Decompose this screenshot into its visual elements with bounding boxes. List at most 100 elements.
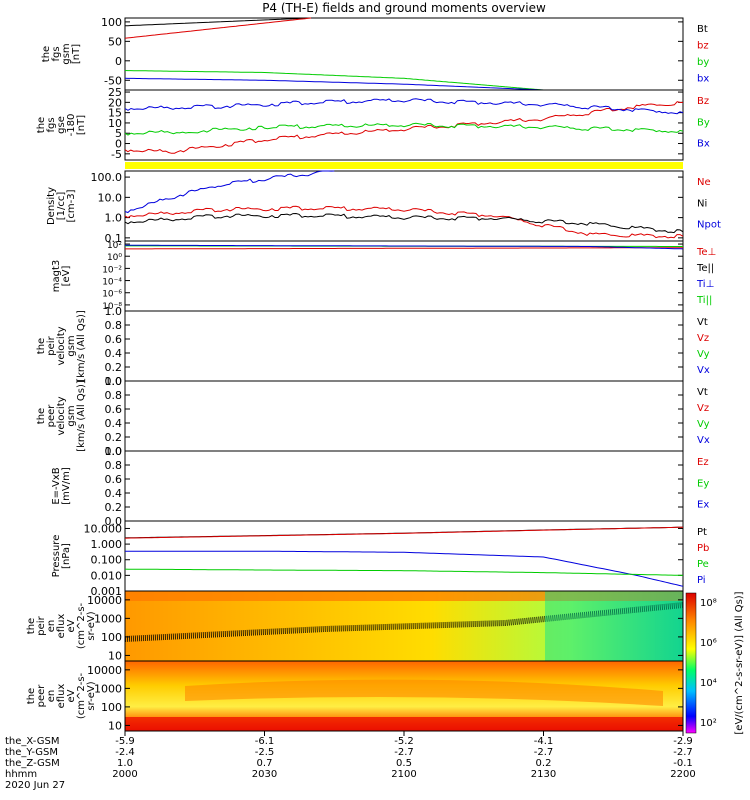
panel-frame — [124, 89, 684, 161]
y-axis-label-line: sr-eV) — [86, 681, 97, 710]
series-pressure-Pi — [125, 550, 684, 587]
y-tick-label: -50 — [104, 74, 122, 87]
y-tick-label: 10⁻⁴ — [102, 278, 122, 288]
y-tick-label: 5 — [115, 127, 122, 140]
y-axis-label: the peir en eflux eV (cm^2-s-sr-eV) — [26, 602, 97, 649]
series-density-Ni — [124, 212, 684, 234]
colorbar-tick: 10⁶ — [700, 638, 717, 649]
peer-spectrogram-bottom-band — [125, 717, 683, 731]
y-tick-label: 100 — [101, 701, 122, 714]
x-axis-row-label: the_Z-GSM — [5, 758, 60, 769]
y-tick-label: 10 — [108, 719, 122, 732]
colorbar-label: [eV/(cm^2-s-sr-eV)] (All Qs)] — [734, 591, 745, 734]
y-tick-label: -5 — [111, 148, 122, 161]
figure-title: P4 (TH-E) fields and ground moments over… — [262, 1, 546, 15]
panel-frame — [124, 520, 684, 592]
colorbar-tick: 10⁴ — [700, 678, 717, 689]
legend-Vt: Vt — [697, 317, 708, 328]
y-tick-label: 0.100 — [91, 554, 123, 567]
y-tick-label: 0.0 — [105, 375, 123, 388]
x-tick-label-z: 0.2 — [536, 758, 552, 769]
series-temp-Te⊥ — [125, 247, 683, 250]
y-axis-label-line: the — [26, 618, 37, 634]
y-tick-label: 1.0 — [105, 375, 123, 388]
series-density-Npot — [124, 170, 335, 214]
legend-Vx: Vx — [697, 365, 710, 376]
y-axis-label-line: sr-eV) — [86, 611, 97, 640]
y-axis-label-line: velocity — [56, 396, 67, 435]
peir-spectrogram-late-region — [545, 591, 683, 661]
legend-bz: bz — [697, 41, 709, 52]
y-axis-label-line: [km/s (All Qs)] — [76, 310, 87, 382]
y-tick-label: 10 — [108, 649, 122, 662]
y-axis-label-line: E=-VxB — [51, 467, 62, 504]
x-tick-label-y: -2.4 — [115, 747, 135, 758]
y-tick-label: 10 — [108, 117, 122, 130]
y-axis-label-line: [nT] — [71, 44, 82, 64]
y-tick-label: 50 — [108, 35, 122, 48]
y-axis-label-line: peer — [46, 404, 57, 428]
x-tick-label-hhmm: 2100 — [391, 769, 416, 780]
colorbar-tick: 10⁸ — [700, 598, 717, 609]
legend-bx: bx — [697, 74, 709, 85]
legend-Te||: Te|| — [696, 263, 714, 274]
legend-Pb: Pb — [697, 543, 709, 554]
peir-spectrogram-noise — [124, 602, 684, 642]
legend-Vx: Vx — [697, 435, 710, 446]
series-pressure-Pe — [124, 568, 684, 576]
y-axis-label-line: magt3 — [51, 260, 62, 293]
y-axis-label-line: gsm — [66, 335, 77, 356]
y-axis-label-line: the — [41, 46, 52, 62]
x-tick-label-hhmm: 2130 — [531, 769, 556, 780]
panel-peer_spec: 10000 1000 100 10 the peer en eflux eV (cm^2-s-sr… — [26, 660, 684, 732]
y-axis-label: the peer en eflux eV (cm^2-s-sr-eV) — [26, 672, 97, 719]
y-axis-label-line: the — [26, 688, 37, 704]
y-tick-label: 20 — [108, 96, 122, 109]
y-tick-label: 0.4 — [105, 347, 123, 360]
y-axis-label-line: [eV] — [61, 266, 72, 287]
legend-Bt: Bt — [697, 24, 708, 35]
legend-Te⊥: Te⊥ — [696, 247, 716, 258]
panel-frame — [124, 450, 684, 522]
legend-Ne: Ne — [697, 177, 711, 188]
y-axis-label-line: eV — [66, 619, 77, 632]
series-pressure-Pb — [124, 526, 684, 539]
series-density-Ne — [124, 205, 684, 239]
x-tick-label-x: -4.1 — [534, 736, 554, 747]
y-axis-label-line: [mV/m] — [61, 467, 72, 505]
series-fgm-Bz — [124, 101, 684, 154]
y-axis-label-line: peir — [46, 335, 57, 355]
series-fgs-by — [124, 70, 683, 91]
y-tick-label: 0.001 — [91, 585, 123, 598]
y-tick-label: 0.2 — [105, 501, 123, 514]
legend-Ti||: Ti|| — [696, 295, 712, 306]
legend-Ex: Ex — [697, 500, 709, 511]
series-fgm-By — [124, 122, 684, 136]
y-axis-label: Pressure [nPa] — [51, 535, 72, 578]
legend-Ey: Ey — [697, 478, 709, 489]
y-tick-label: 100 — [101, 631, 122, 644]
legend-Bx: Bx — [697, 139, 710, 150]
y-tick-label: 1.0 — [105, 305, 123, 318]
y-tick-label: 10⁻² — [102, 265, 122, 275]
y-axis-label-line: eflux — [56, 614, 67, 639]
y-tick-label: 10000 — [87, 664, 122, 677]
legend-Vz: Vz — [697, 403, 709, 414]
y-tick-label: 1.000 — [91, 538, 123, 551]
legend-Vt: Vt — [697, 387, 708, 398]
y-axis-label-line: (cm^2-s- — [76, 672, 87, 719]
y-axis-label-line: [1/cc] — [56, 192, 67, 221]
legend-Bz: Bz — [697, 96, 709, 107]
y-axis-label-line: -180 — [66, 114, 77, 137]
y-axis-label-line: velocity — [56, 326, 67, 365]
series-fgs-bz — [124, 17, 312, 39]
legend-Pe: Pe — [697, 559, 709, 570]
y-tick-label: 0 — [115, 55, 122, 68]
y-axis-label: the fgs gsm [nT] — [41, 43, 82, 64]
y-tick-label: 10.000 — [84, 522, 123, 535]
panel-fgs: 100 50 0 -50 the fgs gsm [nT] Bt bz by bx — [41, 16, 709, 91]
y-tick-label: 10⁻⁸ — [102, 302, 122, 312]
